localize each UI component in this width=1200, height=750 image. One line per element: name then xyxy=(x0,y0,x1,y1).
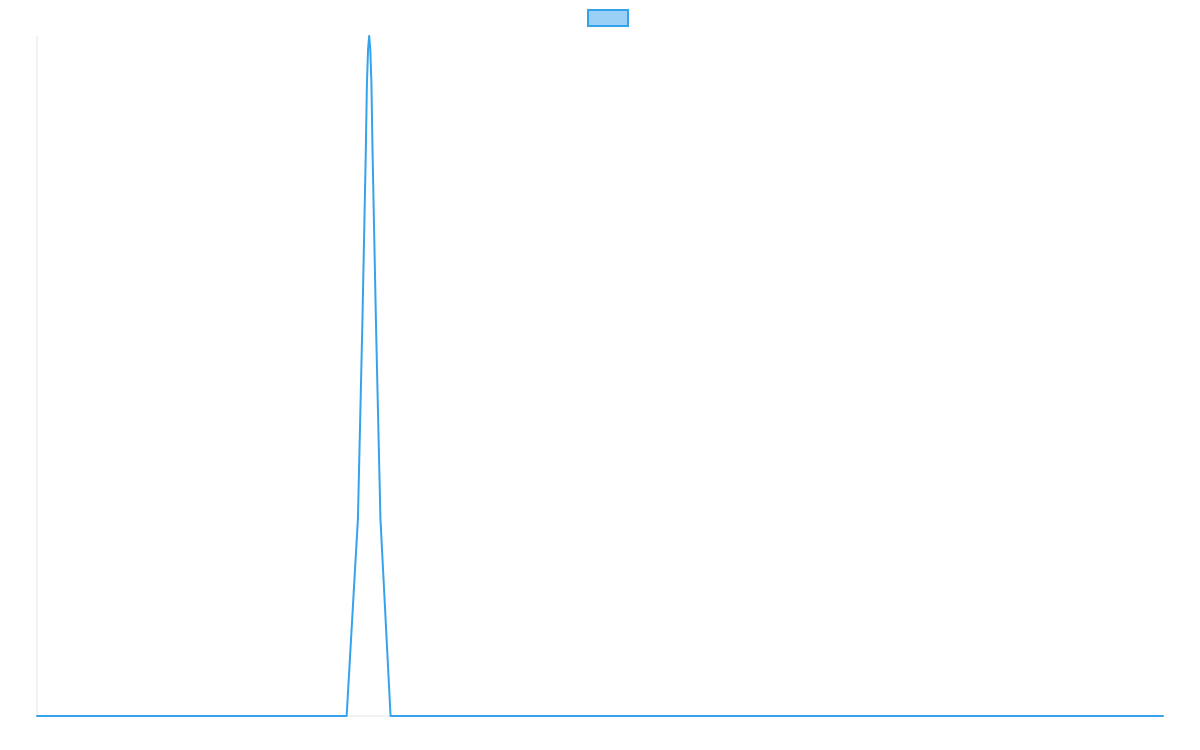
legend-item-0[interactable] xyxy=(587,9,629,27)
axes xyxy=(36,36,1163,717)
series-layer xyxy=(36,35,1164,717)
legend-swatch[interactable] xyxy=(587,9,629,27)
legend[interactable] xyxy=(587,9,629,27)
series-line-0 xyxy=(36,35,1164,717)
